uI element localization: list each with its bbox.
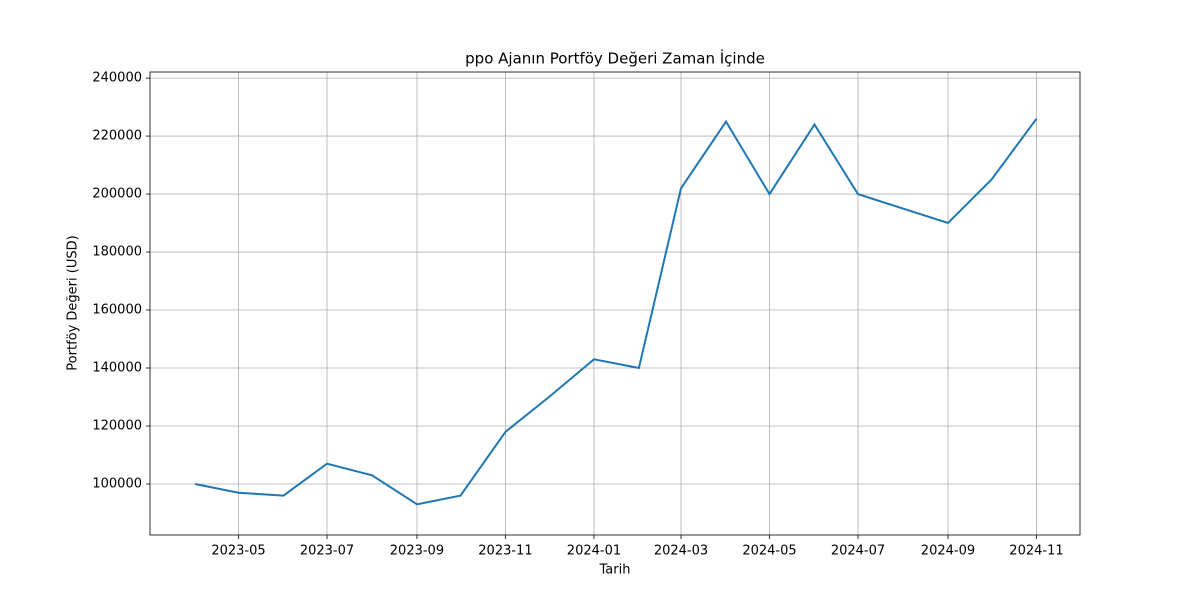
y-tick-label: 240000 (92, 71, 142, 86)
x-axis-label: Tarih (599, 563, 631, 578)
chart-title: ppo Ajanın Portföy Değeri Zaman İçinde (465, 49, 765, 68)
x-tick-label: 2023-09 (390, 544, 444, 559)
x-tick-label: 2024-05 (742, 544, 796, 559)
y-tick-label: 200000 (92, 187, 142, 202)
y-tick-label: 180000 (92, 245, 142, 260)
y-tick-label: 140000 (92, 361, 142, 376)
x-tick-label: 2023-07 (300, 544, 354, 559)
y-tick-label: 120000 (92, 418, 142, 433)
plot-frame (149, 71, 1081, 536)
x-tick-label: 2024-01 (567, 544, 621, 559)
y-tick-label: 220000 (92, 129, 142, 144)
y-tick-label: 160000 (92, 303, 142, 318)
x-tick-label: 2023-11 (478, 544, 532, 559)
y-tick-label: 100000 (92, 476, 142, 491)
x-tick-label: 2023-05 (211, 544, 265, 559)
data-line (194, 118, 1038, 506)
x-tick-label: 2024-07 (831, 544, 885, 559)
x-tick-label: 2024-09 (921, 544, 975, 559)
y-axis-label: Portföy Değeri (USD) (66, 235, 81, 370)
x-tick-label: 2024-11 (1009, 544, 1063, 559)
x-tick-label: 2024-03 (654, 544, 708, 559)
